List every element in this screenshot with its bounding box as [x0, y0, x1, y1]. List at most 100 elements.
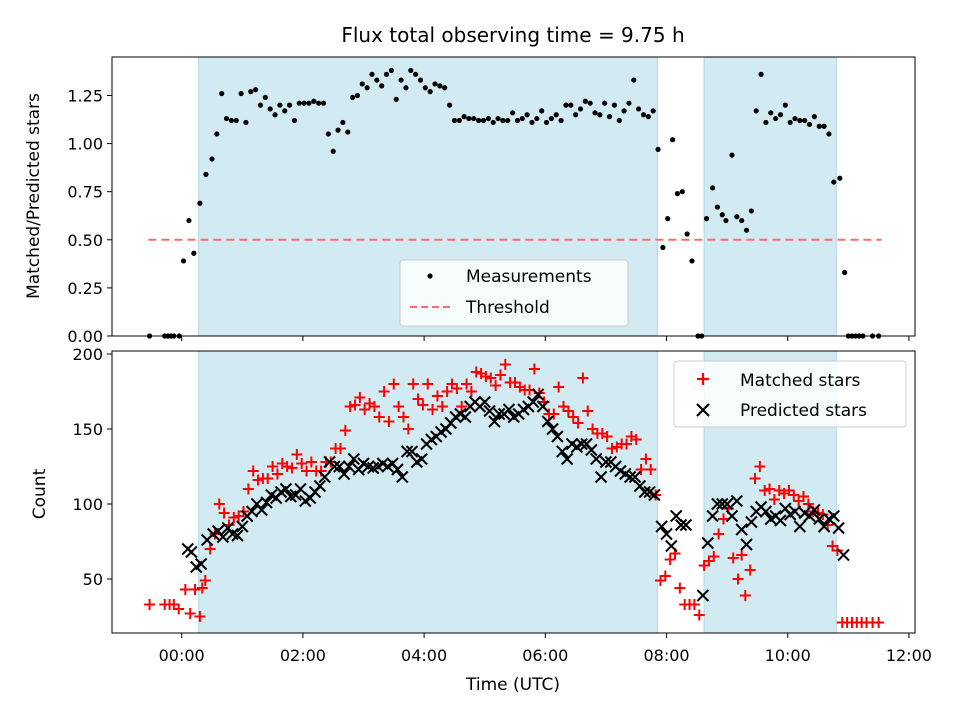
predicted-point [793, 520, 807, 533]
measurement-point [534, 115, 540, 122]
measurement-point [262, 94, 268, 101]
measurement-point [758, 71, 764, 77]
matched-point [759, 485, 771, 496]
predicted-point [391, 463, 404, 476]
predicted-point [585, 443, 598, 457]
measurement-point [374, 77, 380, 83]
matched-point [727, 552, 739, 564]
measurement-point [306, 100, 312, 106]
measurement-point [248, 89, 254, 95]
matched-point [485, 372, 497, 384]
predicted-point [837, 548, 850, 562]
predicted-point [774, 514, 787, 527]
predicted-point [313, 479, 327, 493]
top-ytick-label: 0.25 [67, 279, 103, 298]
predicted-point [546, 422, 559, 436]
top-axes-frame [111, 56, 916, 337]
matched-point [490, 380, 502, 391]
measurement-point [316, 100, 322, 106]
measurement-point [417, 77, 424, 83]
measurement-point [553, 112, 559, 118]
measurement-point [461, 114, 467, 120]
legend-matched-marker [697, 373, 709, 385]
measurement-point [650, 108, 656, 114]
predicted-point [415, 452, 428, 466]
measurement-point [806, 121, 813, 127]
matched-point [427, 404, 439, 415]
bottom-ytick-label: 200 [72, 345, 103, 364]
matched-point [281, 461, 293, 472]
matched-point [334, 443, 346, 454]
predicted-point [740, 538, 753, 551]
predicted-point [483, 404, 496, 418]
predicted-point [328, 460, 341, 473]
measurement-point [413, 71, 419, 77]
top-y-axis-label: Matched/Predicted stars [24, 93, 44, 299]
matched-point [242, 483, 254, 495]
measurement-point [197, 200, 203, 206]
predicted-point [827, 509, 840, 523]
measurement-point [393, 96, 399, 102]
measurement-point [403, 85, 409, 91]
matched-point [645, 464, 657, 475]
measurement-point [674, 191, 681, 197]
measurement-point [408, 67, 414, 74]
predicted-point [337, 467, 351, 481]
predicted-point [231, 529, 244, 542]
matched-point [407, 378, 419, 390]
measurement-point [606, 114, 613, 120]
matched-point [470, 366, 482, 378]
predicted-point [478, 395, 491, 409]
measurement-point [636, 106, 642, 112]
measurement-point [611, 102, 618, 108]
matched-point [417, 399, 429, 411]
measurement-point [345, 129, 351, 135]
matched-stars-series [144, 359, 885, 628]
measurement-point [325, 131, 331, 137]
measurement-point [602, 100, 608, 106]
measurement-point [665, 216, 671, 222]
matched-point [252, 474, 264, 486]
top-y-ticks: 0.00 0.25 0.50 0.75 1.00 1.25 [67, 86, 112, 346]
measurement-point [485, 115, 491, 122]
matched-point [194, 611, 206, 622]
predicted-point [260, 496, 273, 509]
measurement-point [223, 115, 230, 122]
matched-point [383, 416, 395, 427]
predicted-point [493, 407, 506, 421]
matched-point [286, 462, 298, 474]
predicted-point [696, 589, 710, 602]
measurement-point [495, 115, 501, 122]
matched-point [739, 590, 751, 601]
bottom-ytick-label: 150 [72, 420, 103, 439]
predicted-point [541, 415, 554, 428]
measurement-point [209, 156, 215, 162]
predicted-point [590, 452, 603, 466]
measurement-point [568, 102, 574, 108]
matched-point [873, 617, 885, 628]
matched-point [378, 386, 390, 397]
predicted-point [347, 452, 361, 466]
measurement-point [466, 115, 472, 122]
predicted-point [536, 400, 550, 413]
bottom-x-ticks: 00:00 02:00 04:00 06:00 08:00 10:00 12:00 [159, 633, 932, 665]
matched-point [189, 584, 201, 595]
measurement-point [476, 117, 482, 124]
bottom-panel: 50 100 150 200 00:00 02:00 04:00 06:00 08:00 10:… [30, 345, 932, 695]
matched-point [271, 468, 283, 480]
measurement-point [524, 112, 530, 118]
matched-point [630, 434, 642, 445]
matched-point [422, 378, 434, 390]
predicted-point [638, 485, 651, 499]
predicted-point [556, 445, 569, 458]
matched-point [349, 399, 361, 411]
predicted-point [318, 470, 331, 484]
predicted-point [701, 536, 714, 550]
measurement-point [558, 117, 564, 124]
measurement-point [626, 100, 632, 106]
measurement-point [311, 98, 317, 104]
predicted-point [759, 505, 773, 518]
matched-point [301, 465, 313, 477]
measurement-point [729, 152, 735, 158]
predicted-point [194, 557, 208, 571]
